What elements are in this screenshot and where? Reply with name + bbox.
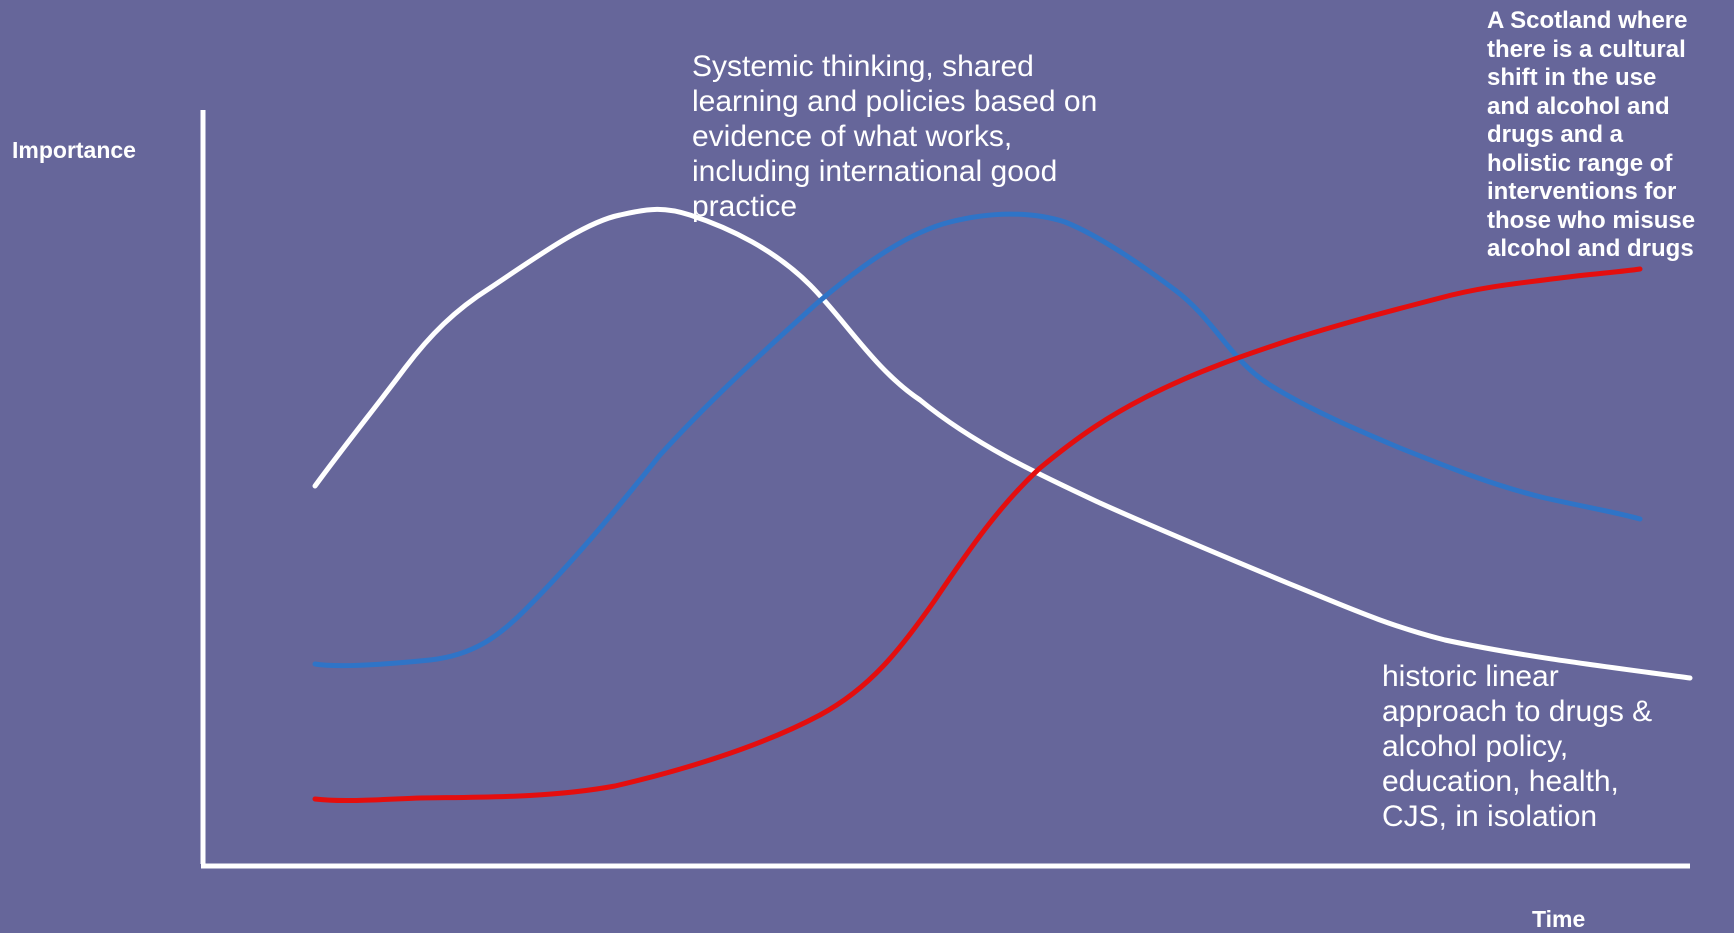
y-axis-label: Importance	[12, 137, 136, 163]
cultural-shift-annotation: A Scotland where there is a cultural shi…	[1487, 7, 1696, 262]
historic-approach-curve	[312, 206, 1693, 681]
cultural-shift-curve	[312, 266, 1643, 804]
historic-approach-annotation: historic linear approach to drugs & alco…	[1382, 660, 1653, 833]
x-axis-label: Time	[1532, 906, 1586, 932]
systemic-thinking-annotation: Systemic thinking, shared learning and p…	[692, 50, 1098, 223]
systemic-thinking-curve	[312, 211, 1643, 669]
